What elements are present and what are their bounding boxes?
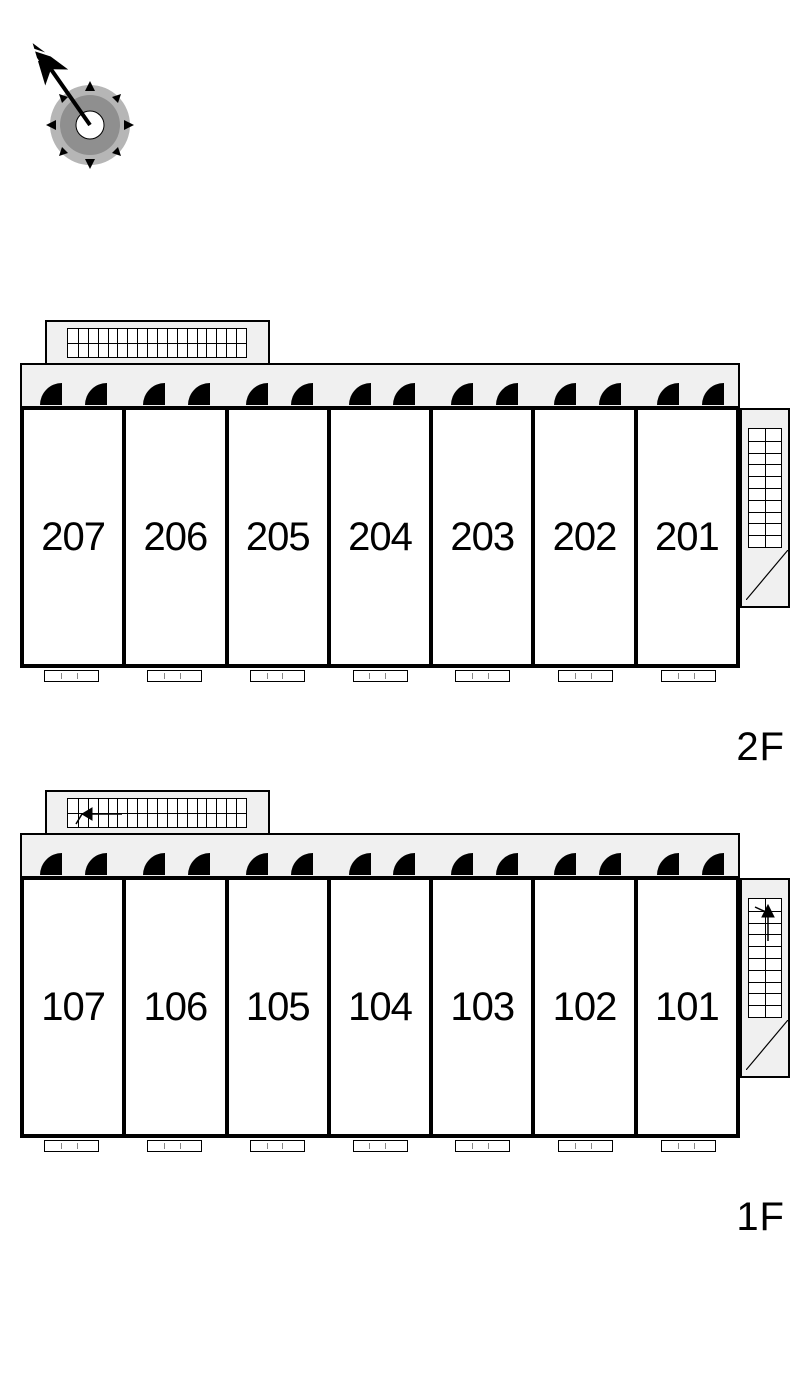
balcony-vent xyxy=(147,1140,202,1152)
door-swing-icon xyxy=(349,853,371,875)
door-swing-icon xyxy=(85,853,107,875)
unit-207: 207 xyxy=(24,410,126,664)
unit-102: 102 xyxy=(535,880,637,1134)
unit-206: 206 xyxy=(126,410,228,664)
door-swing-icon xyxy=(393,383,415,405)
floor-plan-2f: 207 206 205 204 203 202 201 2F xyxy=(10,320,790,720)
balcony-vent xyxy=(661,670,716,682)
stair-landing-icon xyxy=(746,1020,788,1070)
compass-rose xyxy=(25,15,155,185)
door-swing-icon xyxy=(40,383,62,405)
unit-label: 203 xyxy=(450,515,514,560)
door-swing-icon xyxy=(291,383,313,405)
stair-right-inner-2f xyxy=(748,428,782,548)
unit-106: 106 xyxy=(126,880,228,1134)
balcony-vent xyxy=(558,1140,613,1152)
unit-101: 101 xyxy=(638,880,736,1134)
unit-202: 202 xyxy=(535,410,637,664)
door-swing-icon xyxy=(143,383,165,405)
unit-label: 104 xyxy=(348,985,412,1030)
door-swing-icon xyxy=(599,853,621,875)
door-swing-icon xyxy=(291,853,313,875)
balcony-row-2f xyxy=(20,670,740,690)
door-swing-icon xyxy=(554,383,576,405)
unit-label: 107 xyxy=(41,985,105,1030)
stair-landing-icon xyxy=(746,550,788,600)
unit-label: 202 xyxy=(553,515,617,560)
unit-label: 205 xyxy=(246,515,310,560)
balcony-vent xyxy=(661,1140,716,1152)
unit-label: 201 xyxy=(655,515,719,560)
stair-right-2f xyxy=(740,408,790,608)
door-swing-icon xyxy=(188,383,210,405)
stair-right-1f xyxy=(740,878,790,1078)
door-swing-icon xyxy=(246,383,268,405)
balcony-vent xyxy=(44,1140,99,1152)
unit-label: 105 xyxy=(246,985,310,1030)
floor-label-2f: 2F xyxy=(736,725,785,770)
balcony-vent xyxy=(250,1140,305,1152)
balcony-vent xyxy=(558,670,613,682)
balcony-vent xyxy=(455,1140,510,1152)
floor-label-1f: 1F xyxy=(736,1195,785,1240)
corridor-2f xyxy=(20,363,740,408)
balcony-vent xyxy=(44,670,99,682)
stair-top-inner-2f xyxy=(67,328,247,358)
door-swing-icon xyxy=(40,853,62,875)
unit-104: 104 xyxy=(331,880,433,1134)
unit-203: 203 xyxy=(433,410,535,664)
balcony-vent xyxy=(455,670,510,682)
door-swing-icon xyxy=(554,853,576,875)
unit-label: 103 xyxy=(450,985,514,1030)
corridor-1f xyxy=(20,833,740,878)
floor-plan-1f: 107 106 105 104 103 102 101 1F xyxy=(10,790,790,1190)
stair-top-inner-1f xyxy=(67,798,247,828)
unit-row-1f: 107 106 105 104 103 102 101 xyxy=(20,876,740,1138)
unit-label: 101 xyxy=(655,985,719,1030)
balcony-row-1f xyxy=(20,1140,740,1160)
door-swing-icon xyxy=(451,383,473,405)
balcony-vent xyxy=(250,670,305,682)
door-swing-icon xyxy=(496,383,518,405)
door-swing-icon xyxy=(496,853,518,875)
stair-top-1f xyxy=(45,790,270,835)
door-swing-icon xyxy=(451,853,473,875)
stair-top-2f xyxy=(45,320,270,365)
door-swing-icon xyxy=(246,853,268,875)
unit-row-2f: 207 206 205 204 203 202 201 xyxy=(20,406,740,668)
unit-label: 102 xyxy=(553,985,617,1030)
unit-label: 207 xyxy=(41,515,105,560)
door-swing-icon xyxy=(188,853,210,875)
unit-label: 106 xyxy=(144,985,208,1030)
balcony-vent xyxy=(147,670,202,682)
unit-204: 204 xyxy=(331,410,433,664)
balcony-vent xyxy=(353,1140,408,1152)
stair-right-inner-1f xyxy=(748,898,782,1018)
unit-107: 107 xyxy=(24,880,126,1134)
unit-205: 205 xyxy=(229,410,331,664)
unit-105: 105 xyxy=(229,880,331,1134)
door-swing-icon xyxy=(657,383,679,405)
unit-label: 206 xyxy=(144,515,208,560)
balcony-vent xyxy=(353,670,408,682)
door-swing-icon xyxy=(702,853,724,875)
door-swing-icon xyxy=(702,383,724,405)
door-swing-icon xyxy=(349,383,371,405)
unit-103: 103 xyxy=(433,880,535,1134)
door-swing-icon xyxy=(599,383,621,405)
door-swing-icon xyxy=(393,853,415,875)
door-swing-icon xyxy=(143,853,165,875)
door-swing-icon xyxy=(657,853,679,875)
door-swing-icon xyxy=(85,383,107,405)
unit-label: 204 xyxy=(348,515,412,560)
unit-201: 201 xyxy=(638,410,736,664)
